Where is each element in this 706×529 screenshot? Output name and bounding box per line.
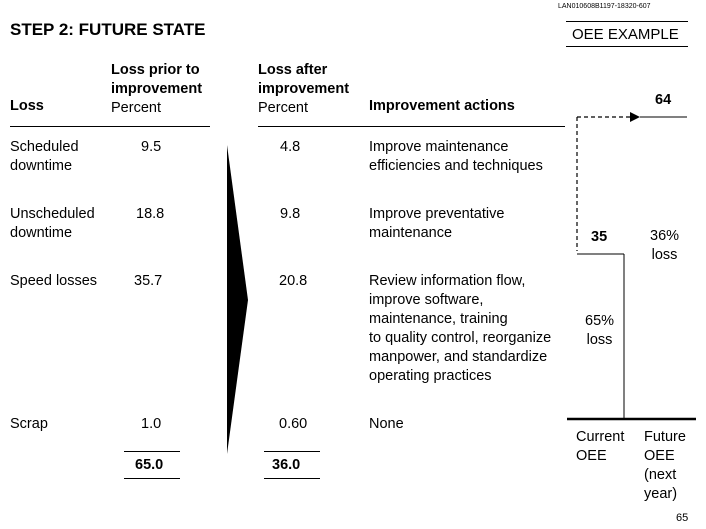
row-prior-speed: 35.7 <box>134 273 163 289</box>
header-improvement-actions: Improvement actions <box>369 98 515 114</box>
row-loss-scheduled: Scheduled downtime <box>10 139 79 174</box>
row-action-scheduled: Improve maintenance efficiencies and tech… <box>369 139 543 174</box>
total-prior-bottom-rule <box>124 478 180 479</box>
badge-top-rule <box>566 21 688 22</box>
header-loss-prior: Loss prior to improvement Percent <box>111 62 203 116</box>
row-loss-scrap: Scrap <box>10 416 48 432</box>
header-rule-right <box>258 126 565 127</box>
row-after-scrap: 0.60 <box>279 416 308 432</box>
row-prior-scheduled: 9.5 <box>141 139 162 155</box>
row-loss-unscheduled: Unscheduled downtime <box>10 206 95 241</box>
total-after-bottom-rule <box>264 478 320 479</box>
improvement-arrow <box>227 145 248 454</box>
row-after-speed: 20.8 <box>279 273 308 289</box>
future-oee-value: 64 <box>655 92 672 108</box>
future-oee-label: Future OEE (next year) <box>644 429 686 502</box>
header-loss-after: Loss after improvement Percent <box>258 62 350 116</box>
future-loss-label: 36% loss <box>650 228 680 263</box>
row-action-unscheduled: Improve preventative maintenance <box>369 206 505 241</box>
total-after-top-rule <box>264 451 320 452</box>
current-oee-label: Current OEE <box>576 429 625 464</box>
oee-example-badge: OEE EXAMPLE <box>572 26 679 43</box>
row-after-unscheduled: 9.8 <box>280 206 301 222</box>
row-prior-scrap: 1.0 <box>141 416 162 432</box>
row-action-scrap: None <box>369 416 404 432</box>
document-id: LAN010608B1197-18320-607 <box>558 3 651 10</box>
total-after: 36.0 <box>272 457 301 473</box>
header-rule-left <box>10 126 210 127</box>
row-loss-speed: Speed losses <box>10 273 98 289</box>
row-after-scheduled: 4.8 <box>280 139 301 155</box>
page-title: STEP 2: FUTURE STATE <box>10 20 206 39</box>
badge-bottom-rule <box>566 46 688 47</box>
total-prior-top-rule <box>124 451 180 452</box>
total-prior: 65.0 <box>135 457 164 473</box>
page-number: 65 <box>676 512 689 524</box>
current-oee-value: 35 <box>591 229 608 245</box>
row-action-speed: Review information flow, improve softwar… <box>369 273 552 384</box>
header-loss: Loss <box>10 98 44 114</box>
row-prior-unscheduled: 18.8 <box>136 206 165 222</box>
oee-step-chart <box>567 112 696 421</box>
current-loss-label: 65% loss <box>585 313 615 348</box>
